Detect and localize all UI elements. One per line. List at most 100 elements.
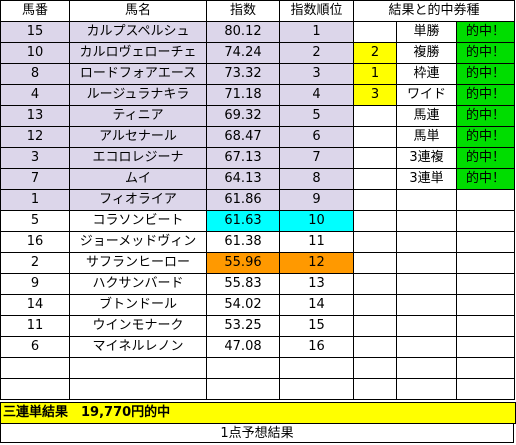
cell-empty[interactable] [353, 189, 397, 211]
cell-empty[interactable] [396, 189, 457, 211]
cell-name[interactable]: ウインモナーク [69, 315, 207, 337]
cell-juni[interactable]: 5 [279, 105, 354, 127]
header-uma-ban[interactable]: 馬番 [0, 0, 70, 22]
cell-empty[interactable] [206, 378, 280, 400]
cell-empty[interactable] [396, 357, 457, 379]
cell-juni[interactable]: 1 [279, 21, 354, 43]
cell-name[interactable]: サフランヒーロー [69, 252, 207, 274]
cell-juni[interactable]: 4 [279, 84, 354, 106]
footer-caption[interactable]: 1点予想結果 [0, 423, 514, 443]
cell-shisu[interactable]: 69.32 [206, 105, 280, 127]
cell-juni[interactable]: 11 [279, 231, 354, 253]
cell-name[interactable]: フィオライア [69, 189, 207, 211]
cell-result-status[interactable]: 的中！ [456, 21, 515, 43]
cell-name[interactable]: カルプスペルシュ [69, 21, 207, 43]
cell-empty[interactable] [353, 252, 397, 274]
cell-result-type[interactable]: 3連単 [396, 168, 457, 190]
cell-empty[interactable] [456, 315, 515, 337]
cell-juni[interactable]: 8 [279, 168, 354, 190]
cell-ban[interactable]: 5 [0, 210, 70, 232]
cell-ban[interactable]: 11 [0, 315, 70, 337]
cell-shisu[interactable]: 68.47 [206, 126, 280, 148]
cell-result-place[interactable]: 1 [353, 63, 397, 85]
cell-empty[interactable] [353, 315, 397, 337]
cell-empty[interactable] [396, 294, 457, 316]
cell-result-status[interactable]: 的中！ [456, 147, 515, 169]
cell-name[interactable]: ロードフォアエース [69, 63, 207, 85]
cell-empty[interactable] [396, 273, 457, 295]
cell-name[interactable]: ブトンドール [69, 294, 207, 316]
cell-shisu[interactable]: 73.32 [206, 63, 280, 85]
cell-result-status[interactable]: 的中！ [456, 63, 515, 85]
cell-ban[interactable]: 8 [0, 63, 70, 85]
cell-empty[interactable] [353, 294, 397, 316]
cell-empty[interactable] [353, 357, 397, 379]
cell-name[interactable]: エコロレジーナ [69, 147, 207, 169]
cell-juni[interactable]: 6 [279, 126, 354, 148]
cell-empty[interactable] [279, 357, 354, 379]
cell-ban[interactable]: 9 [0, 273, 70, 295]
cell-name[interactable]: ハクサンバード [69, 273, 207, 295]
cell-ban[interactable]: 6 [0, 336, 70, 358]
cell-name[interactable]: ジョーメッドヴィン [69, 231, 207, 253]
cell-result-status[interactable]: 的中！ [456, 126, 515, 148]
cell-empty[interactable] [456, 294, 515, 316]
cell-ban[interactable]: 12 [0, 126, 70, 148]
cell-shisu[interactable]: 55.96 [206, 252, 280, 274]
cell-shisu[interactable]: 47.08 [206, 336, 280, 358]
cell-empty[interactable] [456, 231, 515, 253]
cell-name[interactable]: アルセナール [69, 126, 207, 148]
cell-empty[interactable] [0, 357, 70, 379]
cell-result-status[interactable]: 的中！ [456, 168, 515, 190]
sanrentan-result-banner[interactable]: 三連単結果 19,770円的中 [0, 402, 516, 424]
cell-shisu[interactable]: 71.18 [206, 84, 280, 106]
cell-name[interactable]: ティニア [69, 105, 207, 127]
cell-juni[interactable]: 3 [279, 63, 354, 85]
cell-result-place[interactable] [353, 126, 397, 148]
cell-shisu[interactable]: 74.24 [206, 42, 280, 64]
cell-juni[interactable]: 12 [279, 252, 354, 274]
cell-juni[interactable]: 14 [279, 294, 354, 316]
cell-empty[interactable] [456, 336, 515, 358]
cell-empty[interactable] [456, 357, 515, 379]
cell-ban[interactable]: 2 [0, 252, 70, 274]
cell-juni[interactable]: 10 [279, 210, 354, 232]
cell-result-place[interactable]: 2 [353, 42, 397, 64]
cell-empty[interactable] [69, 357, 207, 379]
cell-result-place[interactable] [353, 147, 397, 169]
cell-name[interactable]: マイネルレノン [69, 336, 207, 358]
cell-empty[interactable] [353, 210, 397, 232]
cell-shisu[interactable]: 80.12 [206, 21, 280, 43]
cell-result-status[interactable]: 的中！ [456, 42, 515, 64]
cell-result-place[interactable] [353, 168, 397, 190]
cell-ban[interactable]: 7 [0, 168, 70, 190]
cell-empty[interactable] [396, 231, 457, 253]
cell-name[interactable]: ムイ [69, 168, 207, 190]
cell-empty[interactable] [456, 189, 515, 211]
cell-result-type[interactable]: 枠連 [396, 63, 457, 85]
cell-empty[interactable] [456, 252, 515, 274]
cell-empty[interactable] [396, 336, 457, 358]
cell-ban[interactable]: 16 [0, 231, 70, 253]
cell-shisu[interactable]: 54.02 [206, 294, 280, 316]
cell-empty[interactable] [353, 378, 397, 400]
cell-shisu[interactable]: 67.13 [206, 147, 280, 169]
cell-juni[interactable]: 16 [279, 336, 354, 358]
cell-empty[interactable] [396, 252, 457, 274]
header-uma-mei[interactable]: 馬名 [69, 0, 207, 22]
cell-empty[interactable] [279, 378, 354, 400]
cell-empty[interactable] [353, 336, 397, 358]
cell-name[interactable]: ルージュラナキラ [69, 84, 207, 106]
cell-empty[interactable] [69, 378, 207, 400]
cell-shisu[interactable]: 61.63 [206, 210, 280, 232]
cell-juni[interactable]: 13 [279, 273, 354, 295]
cell-result-type[interactable]: 馬単 [396, 126, 457, 148]
cell-ban[interactable]: 4 [0, 84, 70, 106]
cell-ban[interactable]: 3 [0, 147, 70, 169]
cell-empty[interactable] [396, 210, 457, 232]
cell-shisu[interactable]: 53.25 [206, 315, 280, 337]
cell-juni[interactable]: 15 [279, 315, 354, 337]
cell-empty[interactable] [396, 378, 457, 400]
header-kekka[interactable]: 結果と的中券種 [353, 0, 515, 22]
cell-juni[interactable]: 9 [279, 189, 354, 211]
